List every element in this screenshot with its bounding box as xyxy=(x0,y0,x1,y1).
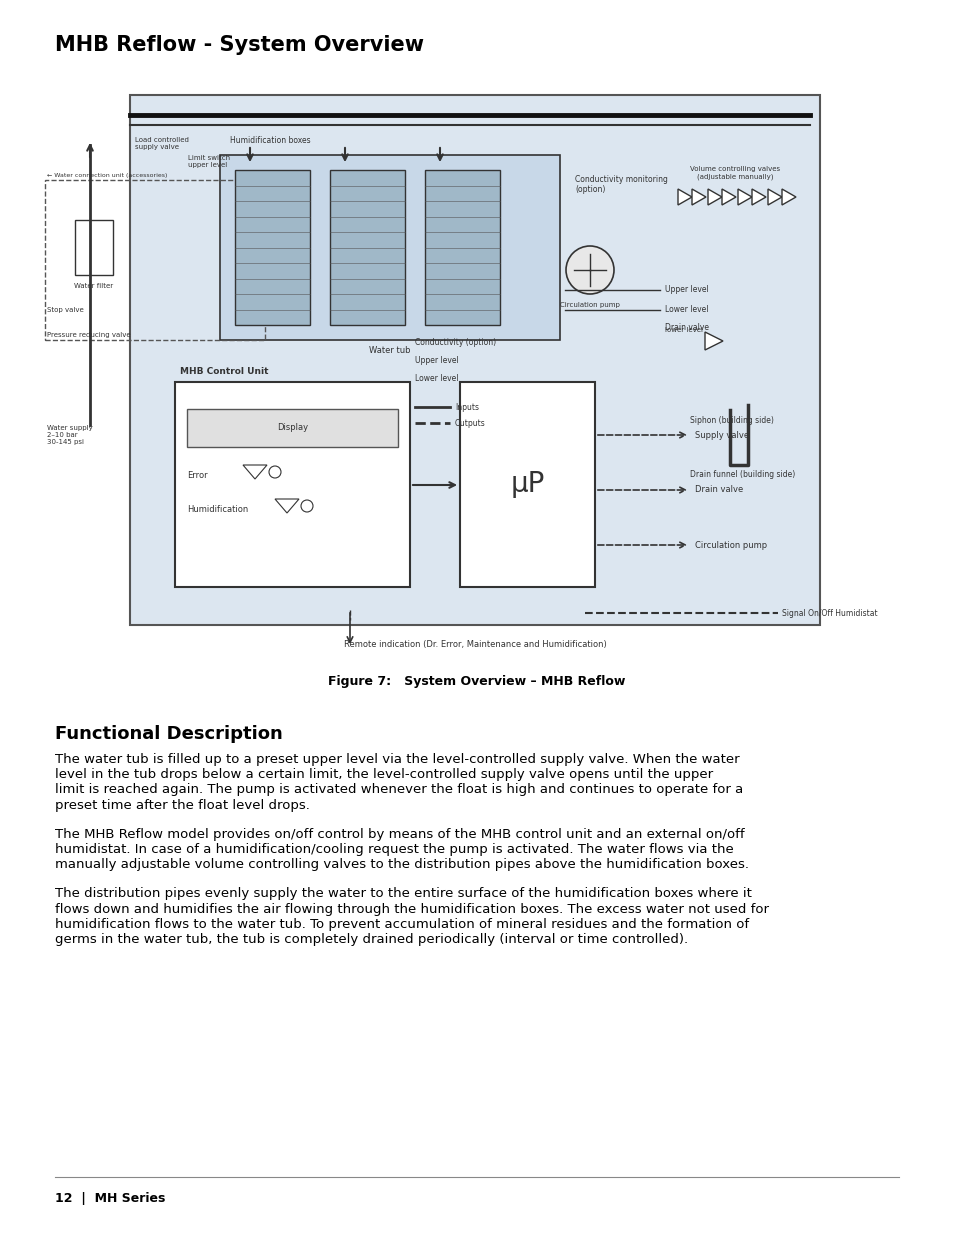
Polygon shape xyxy=(721,189,735,205)
Circle shape xyxy=(269,466,281,478)
Text: Figure 7:   System Overview – MHB Reflow: Figure 7: System Overview – MHB Reflow xyxy=(328,676,625,688)
Bar xyxy=(234,170,310,325)
Text: Siphon (building side): Siphon (building side) xyxy=(689,416,773,425)
Text: limit is reached again. The pump is activated whenever the float is high and con: limit is reached again. The pump is acti… xyxy=(55,783,742,797)
Text: Load controlled
supply valve: Load controlled supply valve xyxy=(135,137,189,149)
Polygon shape xyxy=(243,466,267,479)
Text: Water filter: Water filter xyxy=(74,283,113,289)
Text: Humidification: Humidification xyxy=(187,505,248,514)
Text: humidistat. In case of a humidification/cooling request the pump is activated. T: humidistat. In case of a humidification/… xyxy=(55,844,733,856)
Bar xyxy=(459,382,595,587)
Polygon shape xyxy=(274,499,298,513)
Text: Signal On/Off Humidistat: Signal On/Off Humidistat xyxy=(781,609,877,618)
Text: 12  |  MH Series: 12 | MH Series xyxy=(55,1192,165,1205)
Polygon shape xyxy=(781,189,795,205)
Text: The distribution pipes evenly supply the water to the entire surface of the humi: The distribution pipes evenly supply the… xyxy=(55,888,751,900)
Text: Circulation pump: Circulation pump xyxy=(695,541,766,550)
Bar xyxy=(424,170,499,325)
Text: Remote indication (Dr. Error, Maintenance and Humidification): Remote indication (Dr. Error, Maintenanc… xyxy=(343,640,606,650)
Text: The MHB Reflow model provides on/off control by means of the MHB control unit an: The MHB Reflow model provides on/off con… xyxy=(55,827,744,841)
Circle shape xyxy=(301,500,313,513)
Text: Conductivity (option): Conductivity (option) xyxy=(415,338,496,347)
Polygon shape xyxy=(678,189,691,205)
Circle shape xyxy=(565,246,614,294)
Text: Lower level: Lower level xyxy=(664,305,708,315)
Text: Upper level: Upper level xyxy=(664,285,708,294)
Text: Conductivity monitoring
(option): Conductivity monitoring (option) xyxy=(575,175,667,194)
Text: manually adjustable volume controlling valves to the distribution pipes above th: manually adjustable volume controlling v… xyxy=(55,858,748,871)
Text: Inputs: Inputs xyxy=(455,403,478,411)
Text: Pressure reducing valve: Pressure reducing valve xyxy=(47,332,131,338)
Text: flows down and humidifies the air flowing through the humidification boxes. The : flows down and humidifies the air flowin… xyxy=(55,903,768,915)
Text: Functional Description: Functional Description xyxy=(55,725,282,743)
Bar xyxy=(174,382,410,587)
Text: Drain funnel (building side): Drain funnel (building side) xyxy=(689,471,795,479)
Polygon shape xyxy=(738,189,751,205)
Text: Display: Display xyxy=(276,424,308,432)
Text: Humidification boxes: Humidification boxes xyxy=(230,136,311,144)
Text: level in the tub drops below a certain limit, the level-controlled supply valve : level in the tub drops below a certain l… xyxy=(55,768,713,782)
Text: Water supply
2–10 bar
30-145 psi: Water supply 2–10 bar 30-145 psi xyxy=(47,425,92,445)
Polygon shape xyxy=(751,189,765,205)
Text: Drain valve: Drain valve xyxy=(695,485,742,494)
Bar xyxy=(75,220,112,275)
Text: preset time after the float level drops.: preset time after the float level drops. xyxy=(55,799,310,811)
Text: Drain valve: Drain valve xyxy=(664,324,708,332)
Polygon shape xyxy=(707,189,721,205)
Text: Error: Error xyxy=(187,471,208,479)
Text: Circulation pump: Circulation pump xyxy=(559,303,619,308)
Text: Limit switch
upper level: Limit switch upper level xyxy=(188,156,230,168)
Text: MHB Control Unit: MHB Control Unit xyxy=(180,367,268,375)
Text: Water tub: Water tub xyxy=(369,346,411,354)
Text: Supply valve: Supply valve xyxy=(695,431,748,440)
Text: humidification flows to the water tub. To prevent accumulation of mineral residu: humidification flows to the water tub. T… xyxy=(55,918,748,931)
Text: germs in the water tub, the tub is completely drained periodically (interval or : germs in the water tub, the tub is compl… xyxy=(55,932,687,946)
Text: Upper level: Upper level xyxy=(415,356,458,366)
Polygon shape xyxy=(767,189,781,205)
Bar xyxy=(220,156,559,340)
Text: Volume controlling valves
(adjustable manually): Volume controlling valves (adjustable ma… xyxy=(689,167,780,180)
Polygon shape xyxy=(691,189,705,205)
Bar xyxy=(330,170,405,325)
Bar xyxy=(187,409,397,447)
Bar xyxy=(130,95,820,625)
Text: The water tub is filled up to a preset upper level via the level-controlled supp: The water tub is filled up to a preset u… xyxy=(55,753,739,766)
Text: Outputs: Outputs xyxy=(455,419,485,427)
Polygon shape xyxy=(704,332,722,350)
Text: Lower level: Lower level xyxy=(415,374,458,383)
Text: lower level: lower level xyxy=(664,327,702,333)
Text: μP: μP xyxy=(510,471,544,499)
Text: Stop valve: Stop valve xyxy=(47,308,84,312)
Bar xyxy=(45,180,265,340)
Text: ← Water connection unit (accessories): ← Water connection unit (accessories) xyxy=(47,173,167,178)
Text: MHB Reflow - System Overview: MHB Reflow - System Overview xyxy=(55,35,423,56)
